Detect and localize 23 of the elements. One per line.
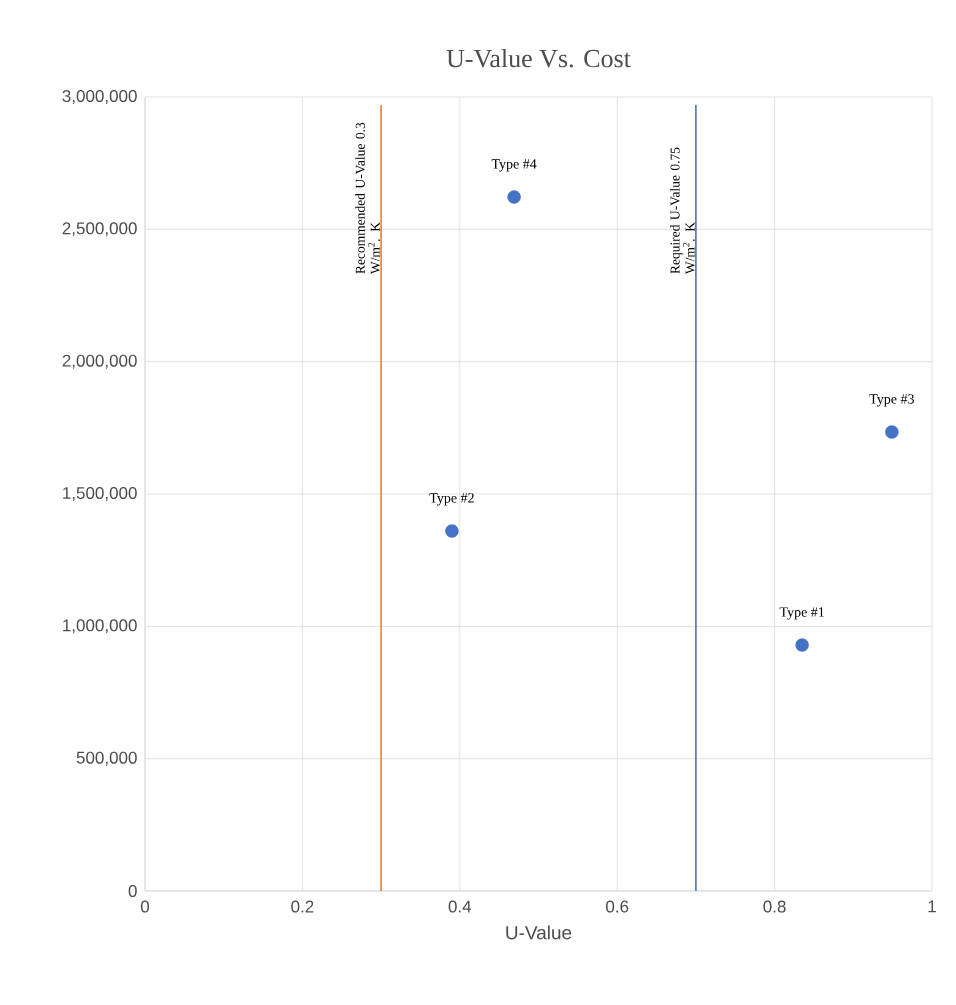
y-tick-label: 2,000,000 [62, 354, 137, 369]
annotation: Type #1 [779, 607, 824, 620]
x-tick-label: 0.8 [763, 900, 786, 913]
x-tick-label: 0 [140, 900, 150, 913]
y-tick-label: 0 [128, 884, 137, 898]
x-axis-title: U-Value [506, 925, 572, 940]
y-tick-label: 1,000,000 [63, 619, 137, 634]
x-tick-label: 0.2 [291, 900, 314, 913]
y-tick-label: 500,000 [76, 751, 137, 766]
annotation: Type #3 [869, 394, 914, 407]
annotation: Type #2 [429, 493, 474, 506]
x-tick-label: 1 [928, 900, 936, 913]
annotation: Type #4 [491, 159, 537, 172]
y-tick-label: 3,000,000 [62, 89, 137, 105]
chart-title: U-Value Vs. Cost [446, 49, 631, 68]
y-tick-label: 1,500,000 [63, 486, 137, 502]
x-tick-label: 0.4 [448, 900, 472, 913]
point [507, 190, 521, 204]
point [445, 524, 459, 538]
x-tick-label: 0.6 [606, 900, 629, 913]
y-tick-label: 2,500,000 [62, 222, 137, 237]
point [885, 425, 899, 439]
point [795, 638, 809, 652]
